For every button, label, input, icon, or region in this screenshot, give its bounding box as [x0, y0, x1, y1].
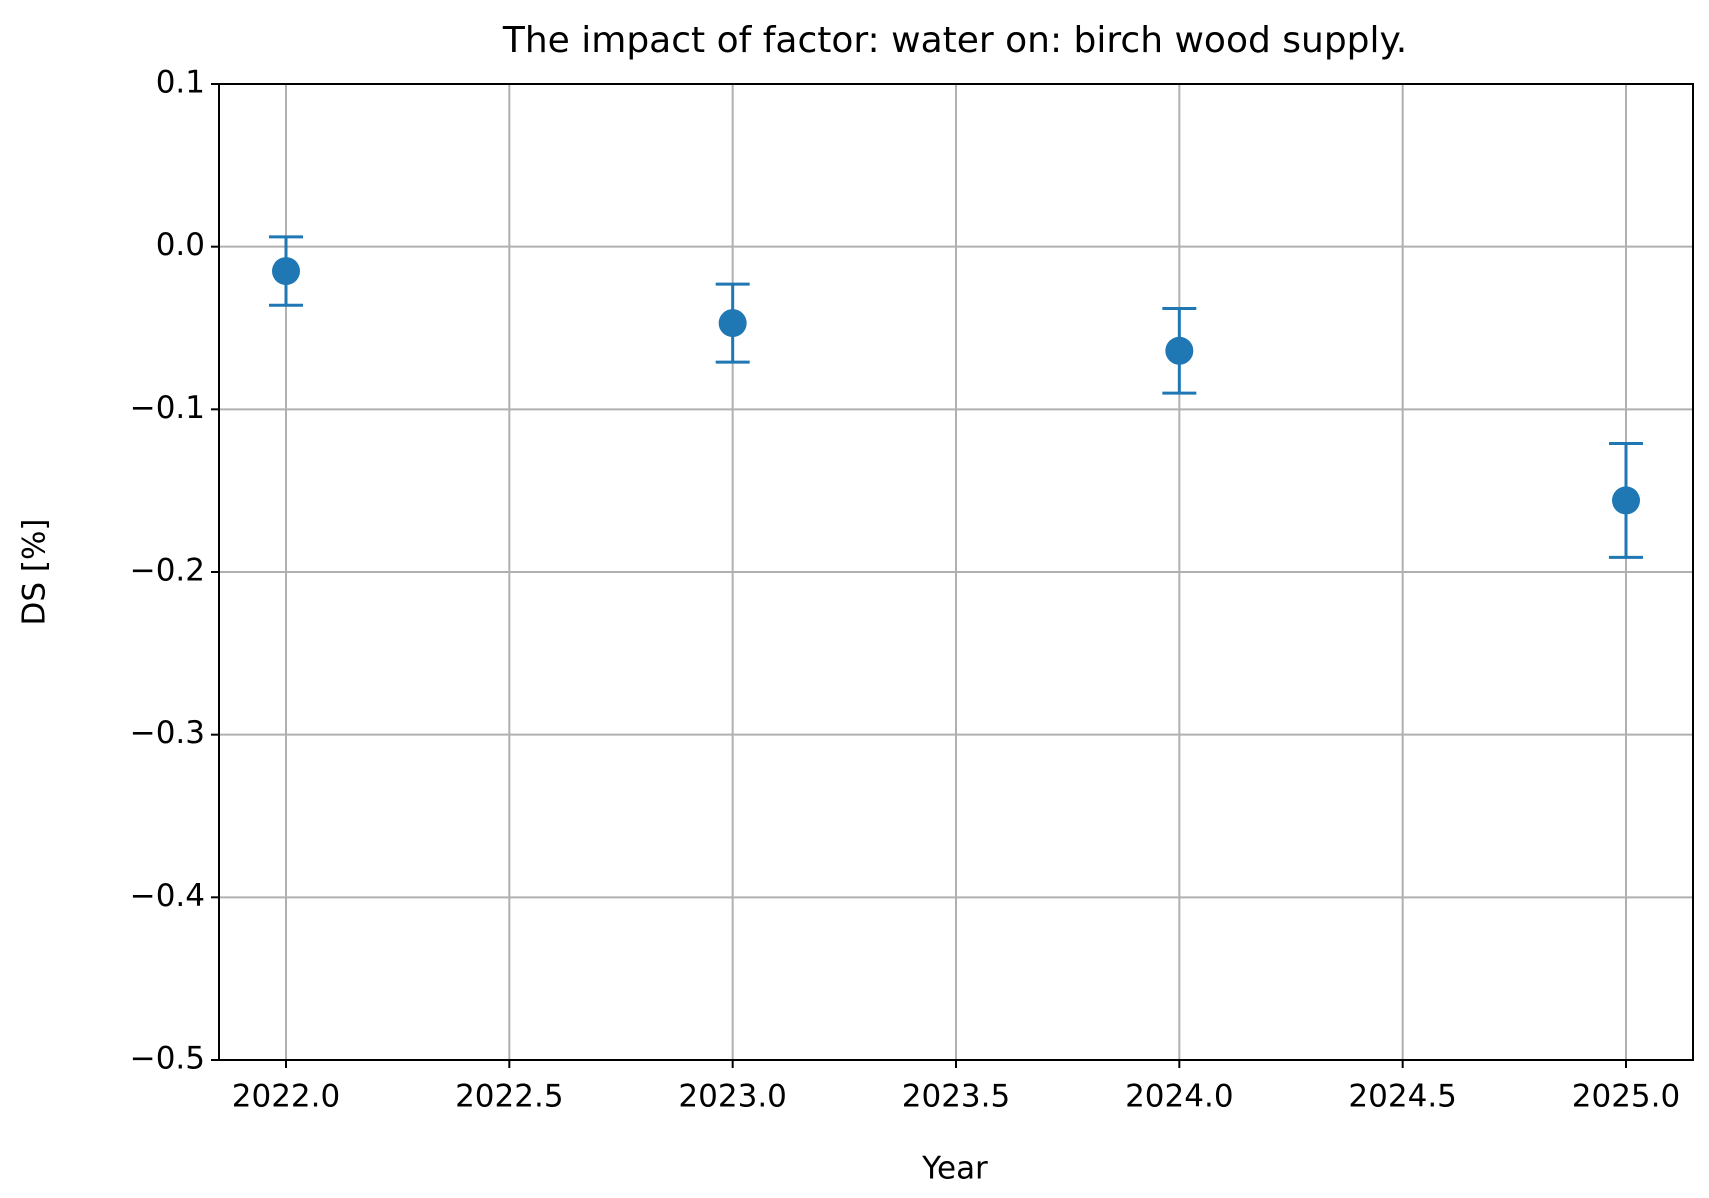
x-tick-label: 2022.5 — [455, 1079, 563, 1115]
x-tick-label: 2024.5 — [1348, 1079, 1456, 1115]
y-tick-label: 0.1 — [156, 65, 205, 101]
x-axis-label: Year — [921, 1151, 988, 1187]
chart-title: The impact of factor: water on: birch wo… — [502, 20, 1407, 61]
x-tick-label: 2023.0 — [678, 1079, 786, 1115]
y-tick-label: −0.2 — [130, 553, 205, 589]
y-tick-label: 0.0 — [156, 227, 205, 263]
point — [1165, 336, 1194, 365]
x-tick-label: 2023.5 — [902, 1079, 1010, 1115]
point — [272, 257, 300, 286]
x-tick-label: 2024.0 — [1125, 1079, 1233, 1115]
y-tick-label: −0.3 — [130, 715, 205, 751]
y-axis-label: DS [%] — [17, 518, 53, 625]
y-tick-label: −0.4 — [130, 878, 205, 914]
y-tick-label: −0.5 — [130, 1041, 205, 1077]
x-tick-label: 2022.0 — [232, 1079, 340, 1115]
y-tick-label: −0.1 — [130, 390, 205, 426]
point — [718, 309, 747, 338]
x-tick-label: 2025.0 — [1572, 1079, 1680, 1115]
plot-frame — [218, 83, 1694, 1061]
point — [1612, 486, 1640, 515]
